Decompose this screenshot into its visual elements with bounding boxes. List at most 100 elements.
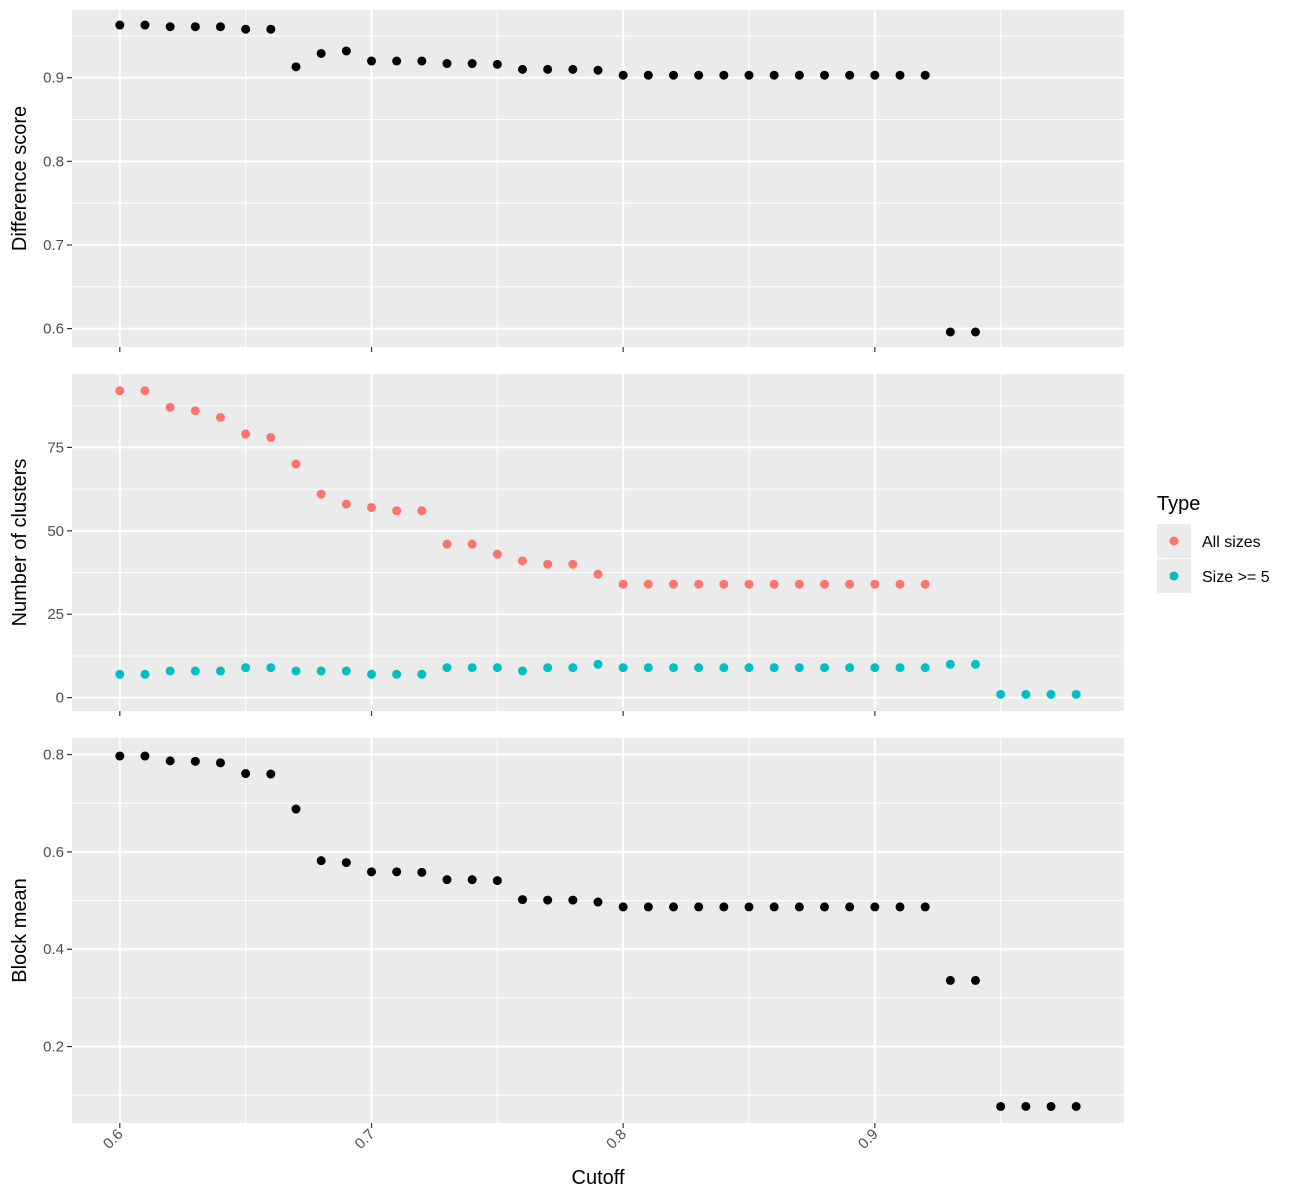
data-point — [618, 70, 628, 80]
y-tick-label: 75 — [47, 439, 64, 456]
data-point — [266, 432, 276, 442]
data-point — [215, 412, 225, 422]
data-point — [165, 756, 175, 766]
data-point — [845, 70, 855, 80]
data-point — [870, 663, 880, 673]
data-point — [1021, 689, 1031, 699]
data-point — [669, 579, 679, 589]
data-point — [115, 20, 125, 30]
data-point — [140, 751, 150, 761]
legend-label-size-5: Size >= 5 — [1202, 569, 1270, 586]
data-point — [442, 663, 452, 673]
series-2-1 — [115, 386, 930, 589]
panels: 0.6 0.7 0.8 0.9 Difference score 0 25 50 75 Numbe… — [9, 10, 1124, 1153]
data-point — [769, 70, 779, 80]
data-point — [140, 386, 150, 396]
data-point — [1046, 1101, 1056, 1111]
data-point — [618, 579, 628, 589]
y-axis-title: Difference score — [9, 106, 31, 251]
y-axis-title: Block mean — [9, 878, 31, 983]
data-point — [341, 46, 351, 56]
data-point — [140, 669, 150, 679]
data-point — [140, 20, 150, 30]
data-point — [215, 22, 225, 32]
data-point — [643, 902, 653, 912]
data-point — [945, 659, 955, 669]
data-point — [945, 975, 955, 985]
data-point — [568, 559, 578, 569]
data-point — [996, 1101, 1006, 1111]
data-point — [719, 663, 729, 673]
data-point — [241, 769, 251, 779]
data-point — [769, 663, 779, 673]
data-point — [895, 663, 905, 673]
data-point — [442, 539, 452, 549]
data-point — [442, 875, 452, 885]
data-point — [1071, 689, 1081, 699]
data-point — [820, 902, 830, 912]
data-point — [417, 867, 427, 877]
data-point — [1071, 1101, 1081, 1111]
data-point — [593, 65, 603, 75]
data-point — [719, 579, 729, 589]
data-point — [442, 59, 452, 69]
data-point — [467, 663, 477, 673]
data-point — [392, 669, 402, 679]
data-point — [291, 804, 301, 814]
data-point — [618, 902, 628, 912]
data-point — [241, 663, 251, 673]
data-point — [794, 902, 804, 912]
legend-point-all-sizes — [1169, 536, 1179, 546]
data-point — [492, 663, 502, 673]
data-point — [291, 62, 301, 72]
data-point — [467, 539, 477, 549]
y-tick-label: 0.7 — [43, 237, 64, 254]
data-point — [920, 70, 930, 80]
data-point — [543, 895, 553, 905]
data-point — [291, 459, 301, 469]
data-point — [845, 902, 855, 912]
y-tick-label: 0.4 — [43, 941, 64, 958]
data-point — [669, 70, 679, 80]
data-point — [366, 56, 376, 66]
x-axis-title: Cutoff — [572, 1167, 625, 1189]
data-point — [744, 579, 754, 589]
panel-2: 0 25 50 75 Number of clusters — [9, 374, 1124, 716]
data-point — [769, 902, 779, 912]
data-point — [971, 327, 981, 337]
data-point — [215, 666, 225, 676]
data-point — [820, 663, 830, 673]
data-point — [895, 902, 905, 912]
data-point — [190, 666, 200, 676]
y-tick-label: 0.9 — [43, 70, 64, 87]
data-point — [945, 327, 955, 337]
data-point — [165, 666, 175, 676]
data-point — [517, 556, 527, 566]
data-point — [694, 70, 704, 80]
data-point — [996, 689, 1006, 699]
data-point — [392, 506, 402, 516]
data-point — [115, 751, 125, 761]
y-tick-label: 0 — [56, 690, 64, 707]
data-point — [517, 666, 527, 676]
data-point — [694, 579, 704, 589]
data-point — [971, 975, 981, 985]
data-point — [719, 902, 729, 912]
data-point — [895, 579, 905, 589]
data-point — [266, 663, 276, 673]
y-tick-label: 0.8 — [43, 153, 64, 170]
legend-point-size-5 — [1169, 571, 1179, 581]
data-point — [794, 663, 804, 673]
legend-label-all-sizes: All sizes — [1202, 534, 1261, 551]
data-point — [543, 663, 553, 673]
y-tick-label: 0.6 — [43, 844, 64, 861]
legend: Type All sizes Size >= 5 — [1157, 493, 1270, 593]
data-point — [694, 902, 704, 912]
data-point — [643, 579, 653, 589]
y-tick-label: 0.2 — [43, 1039, 64, 1056]
data-point — [870, 579, 880, 589]
data-point — [115, 386, 125, 396]
data-point — [316, 666, 326, 676]
